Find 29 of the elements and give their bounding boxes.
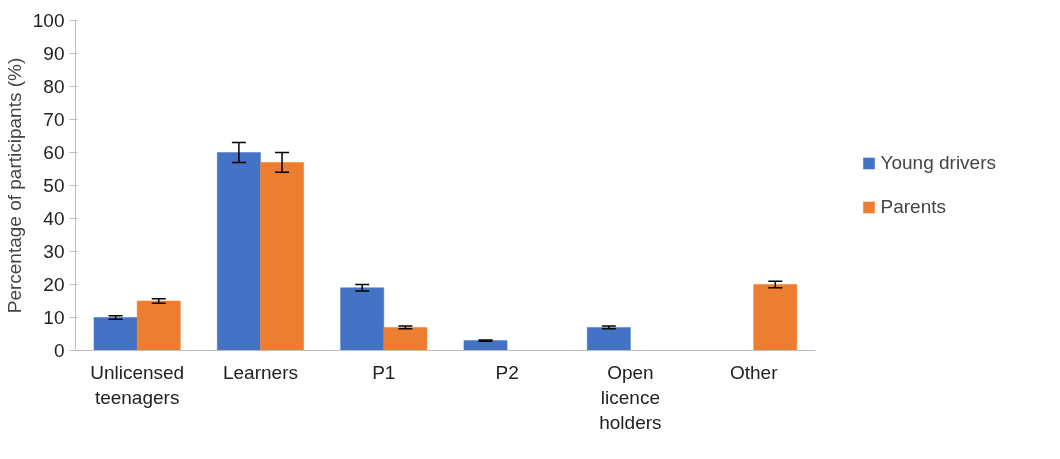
bar xyxy=(136,300,181,351)
y-tick-label: 100 xyxy=(32,10,65,31)
x-tick-label: P1 xyxy=(372,361,396,383)
bar xyxy=(753,284,798,351)
y-tick-label: 70 xyxy=(43,109,65,130)
legend-label: Young drivers xyxy=(880,152,996,174)
y-tick-label: 20 xyxy=(43,274,65,295)
x-tick-label: Unlicensed teenagers xyxy=(90,361,185,408)
bar xyxy=(383,327,428,351)
x-tick-label: P2 xyxy=(495,361,519,383)
y-tick-label: 0 xyxy=(53,340,65,361)
bar xyxy=(463,340,508,351)
y-tick-label: 50 xyxy=(43,175,65,196)
x-tick-label: Open licence holders xyxy=(599,361,662,433)
bar xyxy=(93,317,138,351)
y-tick-label: 80 xyxy=(43,76,65,97)
x-tick-label: Learners xyxy=(222,361,298,383)
x-tick-label: Other xyxy=(729,361,779,383)
bar xyxy=(340,287,385,351)
bar xyxy=(217,152,261,351)
legend-label: Parents xyxy=(880,196,946,218)
y-tick-label: 60 xyxy=(43,142,65,163)
y-axis-title: Percentage of participants (%) xyxy=(3,57,25,314)
bar xyxy=(586,327,631,351)
y-tick-label: 10 xyxy=(43,307,65,328)
bar xyxy=(260,162,304,351)
y-tick-label: 90 xyxy=(43,43,65,64)
y-tick-label: 30 xyxy=(43,241,65,262)
y-tick-label: 40 xyxy=(43,208,65,229)
